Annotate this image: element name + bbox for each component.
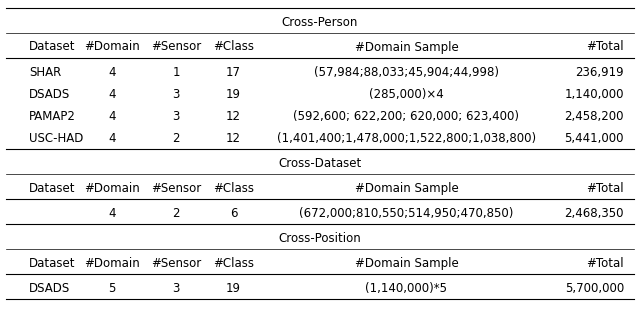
Text: (57,984;88,033;45,904;44,998): (57,984;88,033;45,904;44,998) bbox=[314, 66, 499, 78]
Text: 19: 19 bbox=[226, 281, 241, 294]
Text: Cross-Person: Cross-Person bbox=[282, 15, 358, 28]
Text: 3: 3 bbox=[172, 87, 180, 100]
Text: 3: 3 bbox=[172, 281, 180, 294]
Text: #Total: #Total bbox=[586, 181, 624, 194]
Text: 2,458,200: 2,458,200 bbox=[564, 109, 624, 122]
Text: PAMAP2: PAMAP2 bbox=[29, 109, 76, 122]
Text: #Sensor: #Sensor bbox=[151, 181, 201, 194]
Text: #Class: #Class bbox=[213, 256, 254, 269]
Text: Dataset: Dataset bbox=[29, 256, 76, 269]
Text: #Domain: #Domain bbox=[84, 256, 140, 269]
Text: (285,000)×4: (285,000)×4 bbox=[369, 87, 444, 100]
Text: DSADS: DSADS bbox=[29, 87, 70, 100]
Text: 12: 12 bbox=[226, 132, 241, 145]
Text: (672,000;810,550;514,950;470,850): (672,000;810,550;514,950;470,850) bbox=[300, 206, 513, 219]
Text: (592,600; 622,200; 620,000; 623,400): (592,600; 622,200; 620,000; 623,400) bbox=[293, 109, 520, 122]
Text: 4: 4 bbox=[108, 206, 116, 219]
Text: 12: 12 bbox=[226, 109, 241, 122]
Text: DSADS: DSADS bbox=[29, 281, 70, 294]
Text: 1,140,000: 1,140,000 bbox=[564, 87, 624, 100]
Text: 5: 5 bbox=[108, 281, 116, 294]
Text: #Domain Sample: #Domain Sample bbox=[355, 181, 458, 194]
Text: Dataset: Dataset bbox=[29, 181, 76, 194]
Text: 1: 1 bbox=[172, 66, 180, 78]
Text: 236,919: 236,919 bbox=[575, 66, 624, 78]
Text: Cross-Dataset: Cross-Dataset bbox=[278, 156, 362, 170]
Text: #Domain Sample: #Domain Sample bbox=[355, 40, 458, 53]
Text: 19: 19 bbox=[226, 87, 241, 100]
Text: 5,700,000: 5,700,000 bbox=[564, 281, 624, 294]
Text: #Domain: #Domain bbox=[84, 40, 140, 53]
Text: SHAR: SHAR bbox=[29, 66, 61, 78]
Text: 4: 4 bbox=[108, 87, 116, 100]
Text: 4: 4 bbox=[108, 66, 116, 78]
Text: Dataset: Dataset bbox=[29, 40, 76, 53]
Text: 2: 2 bbox=[172, 132, 180, 145]
Text: (1,401,400;1,478,000;1,522,800;1,038,800): (1,401,400;1,478,000;1,522,800;1,038,800… bbox=[277, 132, 536, 145]
Text: (1,140,000)*5: (1,140,000)*5 bbox=[365, 281, 447, 294]
Text: #Total: #Total bbox=[586, 40, 624, 53]
Text: 2: 2 bbox=[172, 206, 180, 219]
Text: Cross-Position: Cross-Position bbox=[278, 231, 362, 244]
Text: USC-HAD: USC-HAD bbox=[29, 132, 83, 145]
Text: #Sensor: #Sensor bbox=[151, 40, 201, 53]
Text: 4: 4 bbox=[108, 109, 116, 122]
Text: #Class: #Class bbox=[213, 40, 254, 53]
Text: 3: 3 bbox=[172, 109, 180, 122]
Text: #Domain Sample: #Domain Sample bbox=[355, 256, 458, 269]
Text: 5,441,000: 5,441,000 bbox=[564, 132, 624, 145]
Text: 6: 6 bbox=[230, 206, 237, 219]
Text: 4: 4 bbox=[108, 132, 116, 145]
Text: 2,468,350: 2,468,350 bbox=[564, 206, 624, 219]
Text: 17: 17 bbox=[226, 66, 241, 78]
Text: #Total: #Total bbox=[586, 256, 624, 269]
Text: #Class: #Class bbox=[213, 181, 254, 194]
Text: #Domain: #Domain bbox=[84, 181, 140, 194]
Text: #Sensor: #Sensor bbox=[151, 256, 201, 269]
